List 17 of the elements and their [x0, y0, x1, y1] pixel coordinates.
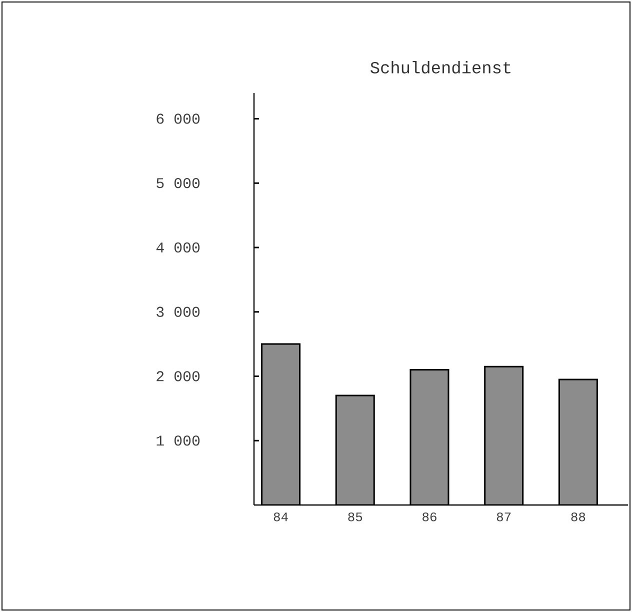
y-tick-label: 1 000: [156, 436, 200, 446]
bar: [335, 394, 375, 505]
y-tick-label: 4 000: [156, 242, 200, 253]
x-tick-label: 87: [496, 512, 511, 522]
bar: [484, 366, 524, 505]
y-tick-label: 2 000: [156, 371, 200, 382]
y-tick-label: 6 000: [156, 114, 200, 124]
bar: [410, 369, 450, 505]
x-tick-label: 84: [274, 512, 288, 522]
bar: [558, 378, 598, 505]
x-tick-label: 85: [348, 512, 362, 522]
y-tick-label: 5 000: [156, 178, 200, 188]
chart-title: Schuldendienst: [370, 61, 510, 74]
y-tick-label: 3 000: [156, 306, 200, 317]
bar: [261, 343, 301, 505]
x-tick-label: 88: [571, 512, 586, 522]
x-tick-label: 86: [422, 512, 436, 522]
